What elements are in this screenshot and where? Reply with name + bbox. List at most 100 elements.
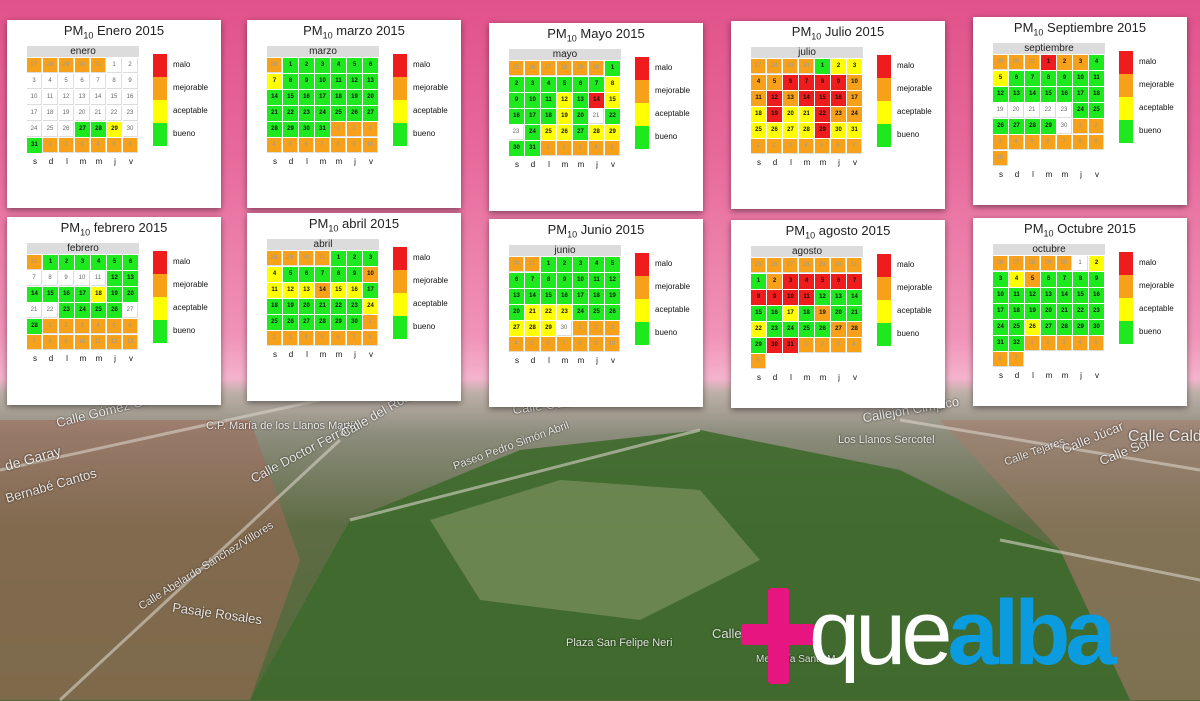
- day-cell-outside: 28: [799, 258, 814, 273]
- legend-label: malo: [1139, 258, 1157, 267]
- day-grid: 31 1 2 3 4 5 6 7 8 9 10 11 12 13 14 15 16 17 18 19 20 21 22 23 2…: [27, 255, 139, 351]
- day-cell: 10: [993, 288, 1009, 304]
- day-cell: 20: [75, 106, 90, 121]
- day-cell: 7: [27, 271, 42, 286]
- day-cell: 27: [75, 122, 91, 138]
- legend-swatch: [635, 103, 649, 126]
- weekday-label: m: [79, 354, 87, 363]
- day-cell: 11: [541, 93, 557, 109]
- legend-swatch: [1119, 275, 1133, 298]
- day-cell: 12: [993, 87, 1009, 103]
- weekday-label: m: [561, 356, 569, 365]
- day-cell: 12: [557, 93, 573, 109]
- day-cell-outside: 29: [815, 258, 830, 273]
- day-cell: 29: [1041, 119, 1057, 135]
- day-cell: 27: [123, 303, 138, 318]
- day-cell: 7: [91, 74, 106, 89]
- street-line: [0, 398, 1200, 701]
- legend-label: malo: [1139, 57, 1157, 66]
- month-header: enero: [27, 46, 139, 57]
- day-cell-outside: 27: [27, 58, 42, 73]
- day-cell: 26: [59, 122, 74, 137]
- day-cell: 29: [1073, 320, 1089, 336]
- day-cell-outside: 6: [123, 319, 138, 334]
- day-cell: 2: [59, 255, 75, 271]
- legend-swatch: [877, 277, 891, 300]
- weekday-label: m: [819, 373, 827, 382]
- day-cell: 20: [1009, 103, 1024, 118]
- day-cell: 7: [267, 74, 283, 90]
- weekday-label: j: [596, 160, 598, 169]
- legend-label: aceptable: [413, 299, 448, 308]
- day-cell-outside: 5: [815, 139, 830, 154]
- day-cell-outside: 10: [993, 151, 1008, 166]
- weekday-label: d: [772, 158, 778, 167]
- day-cell: 16: [767, 306, 783, 322]
- day-cell: 23: [1057, 103, 1072, 118]
- day-cell-outside: 5: [605, 141, 620, 156]
- legend-label: mejorable: [173, 83, 209, 92]
- day-cell: 11: [91, 271, 106, 286]
- day-cell: 11: [589, 273, 605, 289]
- day-cell: 26: [767, 123, 783, 139]
- legend-swatch: [877, 78, 891, 101]
- day-cell: 18: [1009, 304, 1025, 320]
- legend-swatch: [635, 57, 649, 80]
- day-cell: 5: [347, 58, 363, 74]
- day-cell: 30: [1089, 320, 1105, 336]
- day-cell: 13: [573, 93, 589, 109]
- day-cell-outside: 7: [1057, 135, 1072, 150]
- pm10-calendar-febrero: PM10 febrero 2015 febrero 31 1 2 3 4 5 6 7 8 9 10 11 1…: [7, 217, 221, 405]
- day-cell: 27: [831, 322, 847, 338]
- day-cell: 4: [541, 77, 557, 93]
- day-cell: 1: [107, 58, 122, 73]
- day-cell: 6: [1009, 71, 1025, 87]
- month-header: julio: [751, 47, 863, 58]
- weekday-label: m: [1045, 371, 1053, 380]
- day-cell-outside: 7: [27, 335, 42, 350]
- day-cell: 29: [605, 125, 621, 141]
- legend-swatch: [393, 270, 407, 293]
- legend-swatch: [153, 251, 167, 274]
- day-cell-outside: 3: [993, 135, 1008, 150]
- day-cell-outside: 4: [267, 138, 282, 153]
- day-cell-outside: 5: [107, 319, 122, 334]
- day-cell: 28: [799, 123, 815, 139]
- day-cell: 9: [557, 273, 573, 289]
- legend-label: malo: [655, 63, 673, 72]
- day-cell: 28: [1057, 320, 1073, 336]
- street-label: Los Llanos Sercotel: [838, 434, 935, 446]
- legend-label: bueno: [173, 326, 196, 335]
- day-cell: 19: [59, 106, 74, 121]
- day-cell: 10: [847, 75, 863, 91]
- day-cell: 6: [1041, 272, 1057, 288]
- day-cell: 22: [283, 106, 299, 122]
- day-cell-outside: 30: [509, 257, 524, 272]
- day-grid: 30 31 1 2 3 4 5 6 7 8 9 10 11 12 13 14 15 16 17 18 19 20 21 22 2…: [509, 257, 621, 353]
- day-cell: 32: [1009, 336, 1025, 352]
- legend-swatch: [635, 126, 649, 149]
- weekday-label: v: [369, 157, 373, 166]
- pm10-calendar-enero: PM10 Enero 2015 enero 27 28 29 30 31 1 2 3 4 5 6 7 8 9 1…: [7, 20, 221, 208]
- day-cell: 30: [831, 123, 847, 139]
- day-cell: 8: [331, 267, 347, 283]
- chart-title: PM10 Julio 2015: [791, 24, 885, 42]
- day-cell: 11: [799, 290, 815, 306]
- weekday-label: j: [1080, 170, 1082, 179]
- day-cell: 14: [91, 90, 106, 105]
- day-cell-outside: 1: [541, 141, 556, 156]
- day-cell: 1: [1073, 256, 1088, 271]
- day-cell-outside: 1: [1073, 119, 1088, 134]
- day-cell: 14: [1057, 288, 1073, 304]
- day-cell-outside: 2: [557, 141, 572, 156]
- chart-title: PM10 abril 2015: [308, 216, 400, 234]
- quealba-logo: quealba: [741, 582, 1171, 684]
- day-cell: 24: [27, 122, 42, 137]
- day-cell: 13: [363, 74, 379, 90]
- day-cell: 5: [605, 257, 621, 273]
- day-cell: 20: [363, 90, 379, 106]
- day-cell-outside: 28: [1025, 256, 1040, 271]
- day-cell: 12: [815, 290, 831, 306]
- day-cell: 5: [107, 255, 123, 271]
- day-cell-outside: 30: [1009, 55, 1024, 70]
